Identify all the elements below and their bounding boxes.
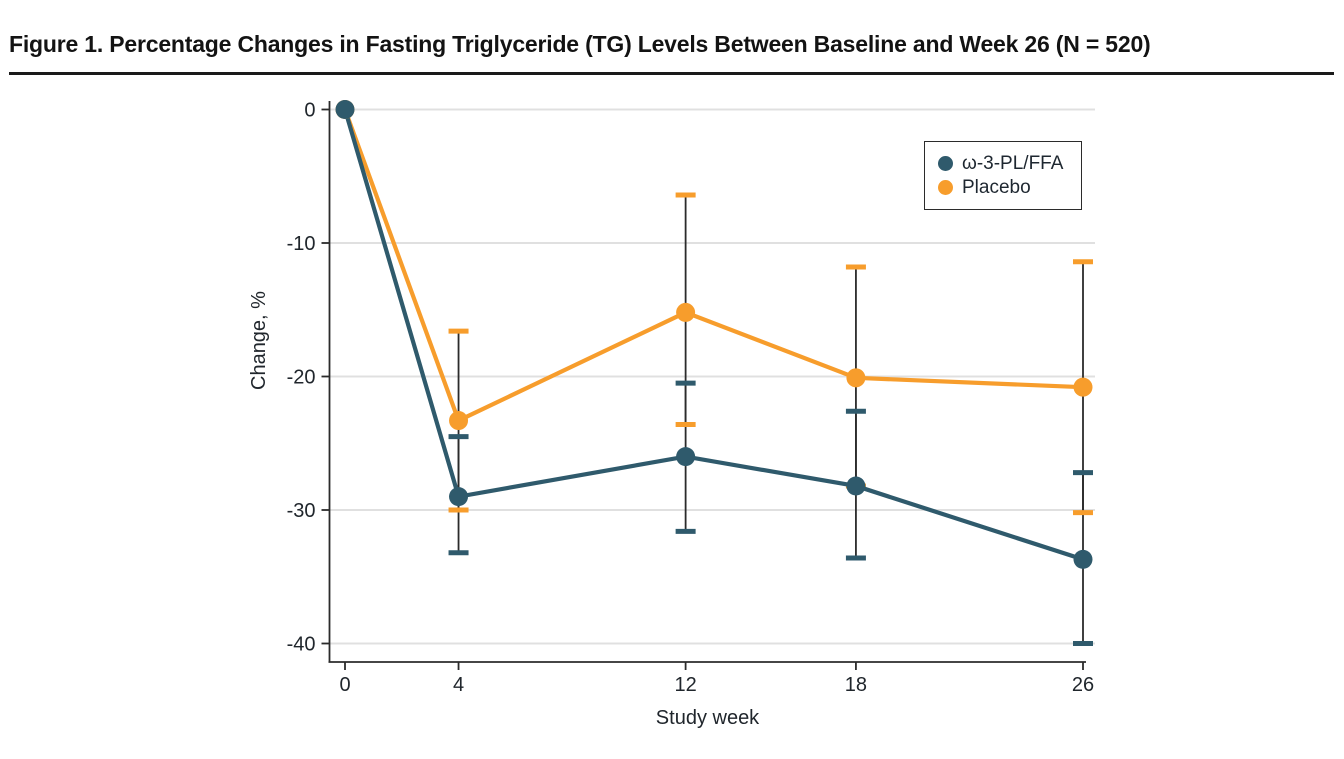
accent-bar <box>9 10 1334 23</box>
x-tick-label-18: 18 <box>845 674 867 696</box>
plot-svg: 0 -10 -20 -30 -40 0 4 12 18 26 <box>287 100 1095 696</box>
data-point-ω-3-PL/FFA-week-0 <box>335 100 355 119</box>
y-tick-label--40: -40 <box>287 634 316 656</box>
x-tick-label-4: 4 <box>453 674 464 696</box>
legend-item-placebo: Placebo <box>938 178 1081 197</box>
data-point-ω-3-PL/FFA-week-4 <box>449 487 469 507</box>
legend-item-omega3: ω-3-PL/FFA <box>938 154 1081 173</box>
legend-label-omega3: ω-3-PL/FFA <box>962 153 1064 174</box>
omega3-dot-icon <box>938 156 953 171</box>
data-point-ω-3-PL/FFA-week-12 <box>676 447 696 467</box>
y-tick-label--30: -30 <box>287 500 316 522</box>
placebo-dot-icon <box>938 180 953 195</box>
x-tick-label-26: 26 <box>1072 674 1094 696</box>
x-axis-title: Study week <box>655 707 760 729</box>
title-rule <box>9 72 1334 75</box>
tg-change-chart: 0 -10 -20 -30 -40 0 4 12 18 26 Change, % Study we… <box>0 85 1344 759</box>
y-tick-label-0: 0 <box>304 100 315 122</box>
y-tick-label--10: -10 <box>287 233 316 255</box>
data-point-Placebo-week-26 <box>1073 377 1093 397</box>
legend: ω-3-PL/FFA Placebo <box>924 141 1082 210</box>
data-point-Placebo-week-12 <box>676 302 696 322</box>
x-tick-label-0: 0 <box>339 674 350 696</box>
data-point-ω-3-PL/FFA-week-18 <box>846 476 866 496</box>
legend-label-placebo: Placebo <box>962 177 1031 198</box>
x-tick-label-12: 12 <box>674 674 696 696</box>
data-point-Placebo-week-4 <box>449 411 469 431</box>
y-tick-label--20: -20 <box>287 367 316 389</box>
figure-title: Figure 1. Percentage Changes in Fasting … <box>9 31 1151 57</box>
data-point-ω-3-PL/FFA-week-26 <box>1073 549 1093 569</box>
y-axis-title: Change, % <box>248 291 270 390</box>
data-point-Placebo-week-18 <box>846 368 866 388</box>
